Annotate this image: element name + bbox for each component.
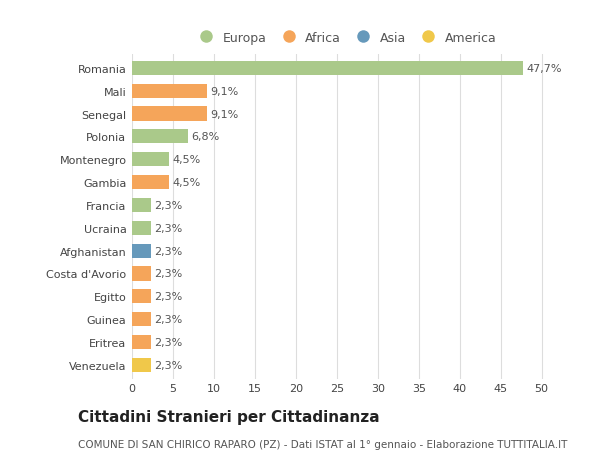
- Bar: [132, 313, 151, 326]
- Text: 4,5%: 4,5%: [172, 178, 200, 188]
- Bar: [132, 176, 169, 190]
- Bar: [132, 267, 151, 281]
- Bar: [132, 84, 206, 99]
- Text: 2,3%: 2,3%: [154, 314, 182, 325]
- Bar: [132, 244, 151, 258]
- Text: 2,3%: 2,3%: [154, 246, 182, 256]
- Text: 4,5%: 4,5%: [172, 155, 200, 165]
- Bar: [132, 153, 169, 167]
- Text: 47,7%: 47,7%: [526, 64, 562, 74]
- Text: 2,3%: 2,3%: [154, 360, 182, 370]
- Text: 6,8%: 6,8%: [191, 132, 219, 142]
- Text: COMUNE DI SAN CHIRICO RAPARO (PZ) - Dati ISTAT al 1° gennaio - Elaborazione TUTT: COMUNE DI SAN CHIRICO RAPARO (PZ) - Dati…: [78, 439, 568, 449]
- Bar: [132, 335, 151, 349]
- Text: 2,3%: 2,3%: [154, 201, 182, 211]
- Text: 2,3%: 2,3%: [154, 291, 182, 302]
- Bar: [132, 358, 151, 372]
- Bar: [132, 107, 206, 121]
- Bar: [132, 130, 188, 144]
- Text: 2,3%: 2,3%: [154, 337, 182, 347]
- Text: 2,3%: 2,3%: [154, 269, 182, 279]
- Text: 9,1%: 9,1%: [210, 109, 238, 119]
- Text: 2,3%: 2,3%: [154, 223, 182, 233]
- Bar: [132, 198, 151, 213]
- Bar: [132, 290, 151, 304]
- Text: 9,1%: 9,1%: [210, 87, 238, 96]
- Bar: [132, 62, 523, 76]
- Text: Cittadini Stranieri per Cittadinanza: Cittadini Stranieri per Cittadinanza: [78, 409, 380, 425]
- Legend: Europa, Africa, Asia, America: Europa, Africa, Asia, America: [191, 29, 499, 47]
- Bar: [132, 221, 151, 235]
